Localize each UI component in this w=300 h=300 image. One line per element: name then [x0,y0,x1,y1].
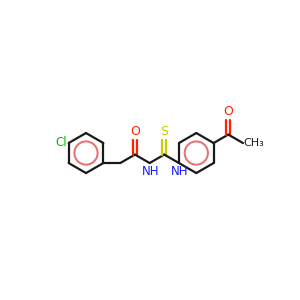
Text: O: O [224,105,233,118]
Text: NH: NH [171,165,188,178]
Text: NH: NH [142,165,159,178]
Text: Cl: Cl [56,136,67,149]
Text: CH₃: CH₃ [244,138,265,148]
Text: O: O [130,125,140,138]
Text: S: S [160,125,168,138]
